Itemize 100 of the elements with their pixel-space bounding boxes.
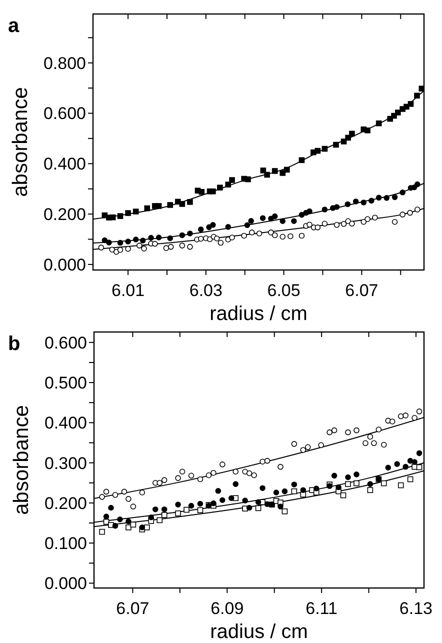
- point: [245, 176, 251, 182]
- point: [99, 528, 105, 535]
- point: [367, 434, 374, 440]
- point: [117, 516, 123, 522]
- point: [331, 427, 338, 434]
- x-tick-label: 6.09: [210, 599, 244, 618]
- point: [407, 210, 413, 216]
- point: [220, 497, 226, 504]
- point: [384, 195, 390, 201]
- y-tick-label: 0.000: [44, 574, 87, 594]
- point: [148, 514, 154, 520]
- point: [229, 234, 235, 240]
- point: [148, 234, 154, 241]
- point: [376, 194, 382, 201]
- point: [112, 522, 118, 529]
- point: [121, 488, 128, 495]
- point: [298, 212, 305, 218]
- point: [416, 450, 422, 456]
- point: [345, 429, 351, 436]
- point: [187, 199, 193, 205]
- point: [125, 238, 131, 244]
- point: [179, 242, 186, 248]
- point: [398, 413, 404, 420]
- point: [198, 226, 204, 232]
- point: [229, 177, 235, 183]
- point: [368, 198, 374, 204]
- point: [414, 181, 420, 188]
- point: [242, 498, 248, 504]
- point: [188, 502, 194, 509]
- y-tick-label: 0.200: [43, 205, 86, 224]
- point: [198, 236, 204, 242]
- point: [340, 220, 347, 227]
- point: [407, 476, 414, 482]
- point: [255, 499, 262, 506]
- point: [304, 444, 311, 450]
- point: [232, 481, 239, 487]
- point: [416, 464, 422, 470]
- x-tick-label: 6.11: [306, 599, 338, 618]
- point: [251, 472, 257, 478]
- point: [141, 246, 147, 252]
- point: [392, 218, 398, 225]
- point: [364, 216, 370, 222]
- x-axis-title: radius / cm: [210, 621, 308, 643]
- point: [291, 482, 298, 488]
- point: [360, 200, 367, 206]
- point: [187, 244, 193, 250]
- point: [298, 157, 305, 164]
- point: [300, 447, 306, 453]
- point: [354, 480, 360, 486]
- point: [108, 522, 114, 528]
- point: [156, 480, 163, 486]
- point: [156, 517, 163, 524]
- point: [349, 220, 355, 227]
- point: [198, 188, 205, 195]
- point: [344, 201, 351, 208]
- point: [398, 482, 404, 488]
- point: [168, 244, 174, 250]
- point: [300, 487, 306, 493]
- point: [408, 101, 414, 107]
- point: [371, 440, 377, 446]
- y-tick-label: 0.100: [44, 534, 87, 554]
- point: [125, 246, 131, 252]
- point: [110, 214, 116, 220]
- point: [362, 440, 368, 446]
- point: [136, 242, 142, 248]
- point: [103, 514, 110, 520]
- point: [244, 222, 250, 228]
- point: [132, 208, 139, 214]
- point: [313, 486, 320, 492]
- point: [345, 481, 351, 487]
- point: [255, 505, 262, 512]
- point: [282, 488, 288, 494]
- point: [197, 476, 204, 482]
- point: [272, 213, 278, 220]
- point: [210, 222, 216, 228]
- point: [402, 412, 408, 418]
- point: [322, 146, 328, 152]
- point: [349, 130, 355, 137]
- x-tick-label: 6.01: [112, 281, 145, 300]
- point: [206, 236, 213, 242]
- x-tick-label: 6.03: [189, 281, 222, 300]
- point: [272, 232, 278, 238]
- point: [140, 238, 146, 244]
- point: [215, 488, 222, 494]
- y-tick-label: 0.000: [43, 255, 86, 274]
- point: [352, 198, 359, 204]
- y-tick-label: 0.200: [44, 494, 87, 513]
- point: [152, 506, 158, 512]
- point: [132, 236, 139, 242]
- point: [167, 235, 174, 242]
- point: [300, 492, 306, 498]
- point: [179, 468, 186, 475]
- point: [144, 524, 150, 530]
- y-tick-label: 0.800: [43, 54, 86, 73]
- point: [291, 488, 298, 494]
- point: [256, 230, 262, 236]
- point: [318, 442, 324, 448]
- point: [345, 134, 351, 141]
- point: [248, 230, 255, 236]
- point: [314, 224, 321, 230]
